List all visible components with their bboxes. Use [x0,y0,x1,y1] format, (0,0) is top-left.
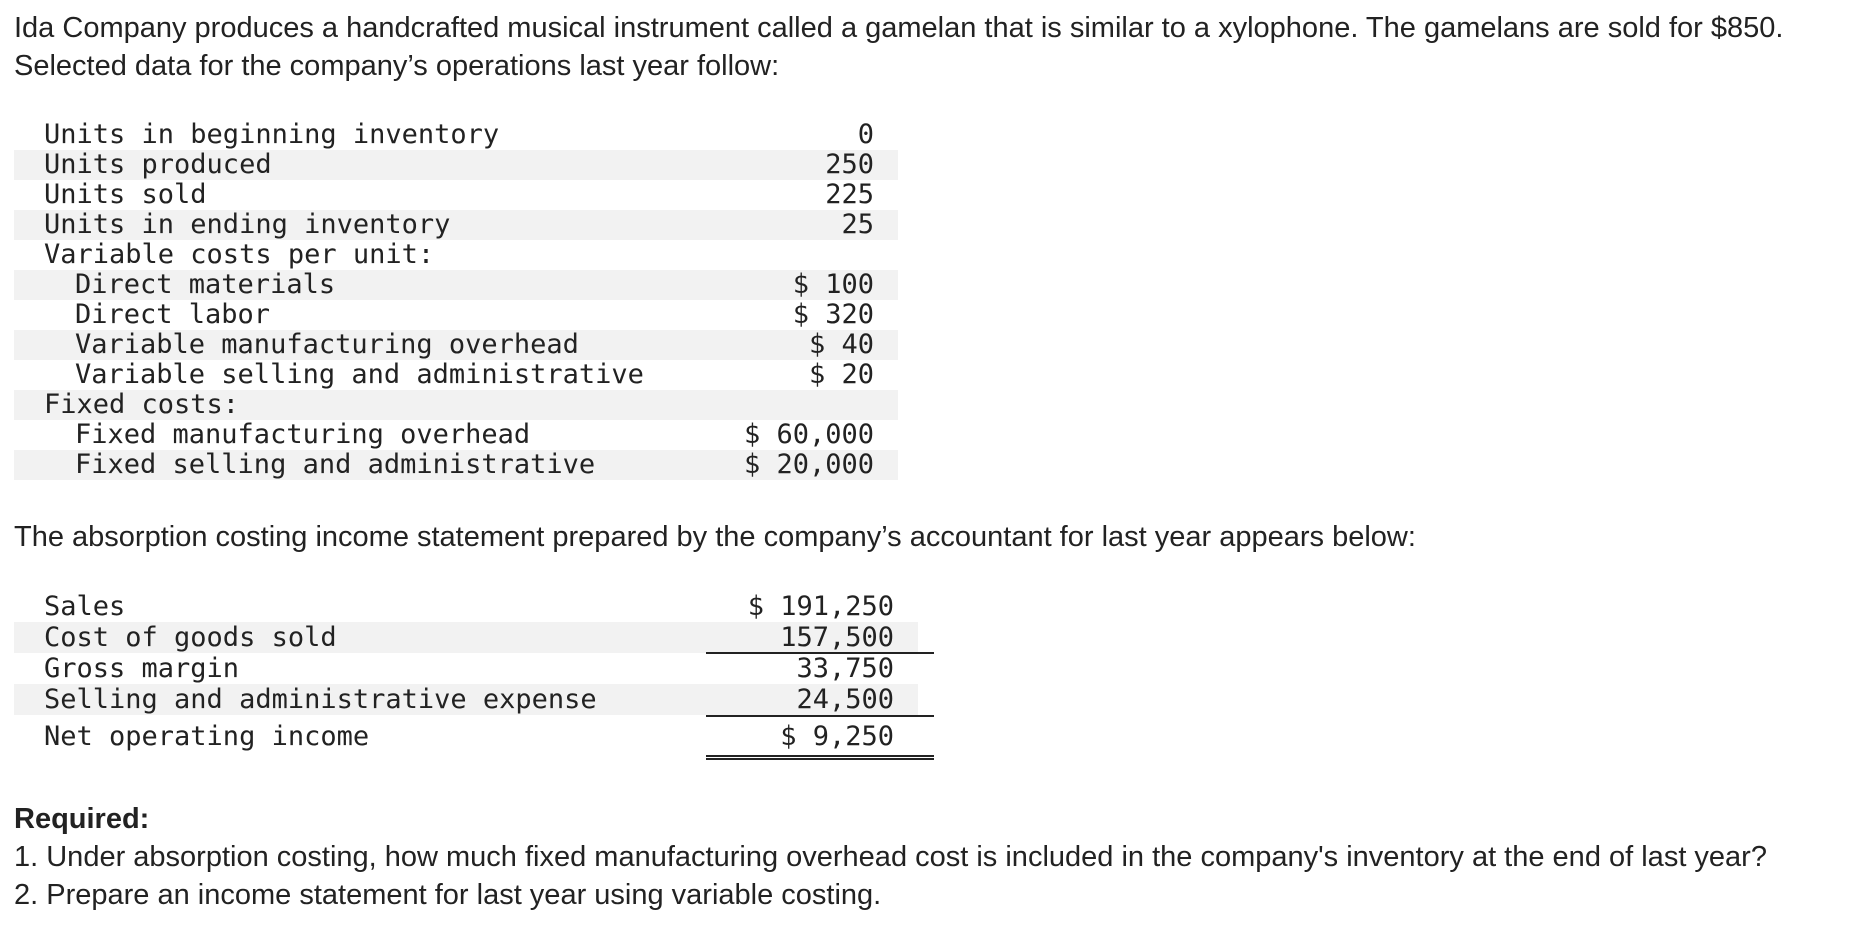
row-value: $ 40 [808,329,874,360]
table-row: Fixed manufacturing overhead $ 60,000 [14,420,898,450]
row-label: Sales [44,591,126,622]
table-row: Units produced 250 [14,150,898,180]
required-section: Required: 1. Under absorption costing, h… [14,800,1850,914]
table-row: Fixed costs: [14,390,898,420]
row-label: Cost of goods sold [44,622,337,653]
row-label: Fixed manufacturing overhead [75,419,531,450]
row-value: $ 20 [808,359,874,390]
row-value: $ 100 [792,269,874,300]
row-label: Units in ending inventory [44,209,451,240]
row-value: $ 191,250 [747,591,894,622]
table-row: Units sold 225 [14,180,898,210]
table-row: Units in ending inventory 25 [14,210,898,240]
table-row: Variable selling and administrative $ 20 [14,360,898,390]
table-row: Gross margin 33,750 [14,653,918,684]
row-label: Units sold [44,179,207,210]
table-row: Sales $ 191,250 [14,591,918,622]
absorption-income-statement: Sales $ 191,250 Cost of goods sold 157,5… [14,591,934,760]
row-label: Variable costs per unit: [44,239,435,270]
row-label: Units produced [44,149,272,180]
row-label: Direct materials [75,269,336,300]
row-value: 33,750 [796,653,894,684]
row-label: Variable selling and administrative [75,359,644,390]
income-statement-intro: The absorption costing income statement … [14,521,1416,553]
operations-data-table: Units in beginning inventory 0 Units pro… [14,120,898,480]
row-label: Selling and administrative expense [44,684,597,715]
row-label: Net operating income [44,721,370,752]
row-value: $ 20,000 [743,449,874,480]
row-label: Gross margin [44,653,240,684]
row-value: 0 [857,119,874,150]
table-row: Units in beginning inventory 0 [14,120,898,150]
row-value: $ 320 [792,299,874,330]
row-value: 250 [825,149,874,180]
row-value: 157,500 [780,622,894,653]
table-row: Variable costs per unit: [14,240,898,270]
required-title: Required: [14,803,150,835]
table-row: Cost of goods sold 157,500 [14,622,918,653]
table-row: Direct labor $ 320 [14,300,898,330]
row-value: 24,500 [796,684,894,715]
required-item: 2. Prepare an income statement for last … [14,879,882,911]
row-value: 25 [841,209,874,240]
total-double-rule [706,755,934,760]
table-row: Direct materials $ 100 [14,270,898,300]
table-row: Variable manufacturing overhead $ 40 [14,330,898,360]
row-label: Fixed selling and administrative [75,449,596,480]
row-value: $ 60,000 [743,419,874,450]
row-label: Fixed costs: [44,389,240,420]
table-row: Selling and administrative expense 24,50… [14,684,918,715]
row-label: Units in beginning inventory [44,119,500,150]
row-label: Direct labor [75,299,271,330]
table-row: Fixed selling and administrative $ 20,00… [14,450,898,480]
required-item: 1. Under absorption costing, how much fi… [14,841,1767,873]
row-label: Variable manufacturing overhead [75,329,579,360]
subtotal-rule [706,715,934,717]
problem-intro: Ida Company produces a handcrafted music… [14,12,1784,82]
row-value: $ 9,250 [780,721,894,752]
subtotal-rule [706,652,934,654]
table-row: Net operating income $ 9,250 [14,717,918,757]
row-value: 225 [825,179,874,210]
